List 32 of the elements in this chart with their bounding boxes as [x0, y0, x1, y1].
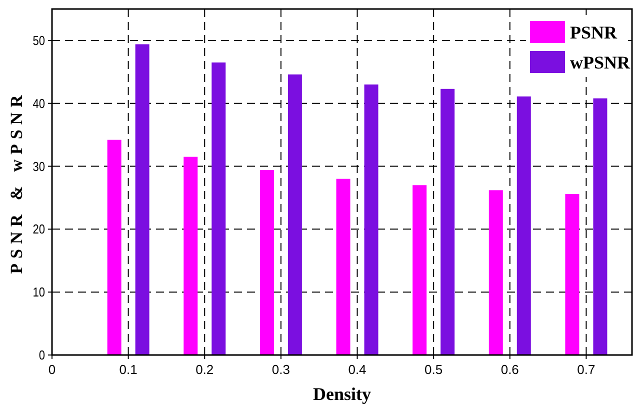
y-axis-title: PSNR & wPSNR	[7, 90, 26, 274]
bar	[364, 84, 378, 355]
bar	[412, 185, 427, 355]
x-tick-label: 0.6	[500, 362, 519, 377]
y-tick-label: 10	[32, 284, 46, 300]
x-tick-label: 0.5	[424, 362, 443, 377]
bar	[488, 190, 503, 355]
y-tick-label: 30	[32, 158, 46, 174]
bar	[440, 88, 455, 355]
bar	[336, 178, 350, 355]
bar	[135, 44, 150, 355]
bar	[184, 156, 198, 355]
bar	[212, 62, 226, 355]
bar	[260, 170, 274, 355]
bar	[565, 194, 580, 355]
bar	[107, 140, 122, 355]
y-tick-label: 0	[38, 348, 46, 363]
y-tick-label: 20	[32, 222, 46, 237]
legend-label: wPSNR	[570, 52, 632, 72]
x-axis-title: Density	[313, 384, 371, 404]
legend-label: PSNR	[570, 22, 618, 42]
x-tick-label: 0.3	[272, 362, 290, 377]
y-tick-label: 50	[32, 33, 46, 48]
x-tick-label: 0.7	[577, 362, 596, 377]
bar	[516, 96, 531, 355]
x-tick-label: 0.1	[119, 362, 138, 377]
x-tick-label: 0.4	[348, 362, 366, 377]
bar	[288, 74, 302, 355]
y-tick-label: 40	[32, 96, 46, 112]
bar	[593, 98, 608, 355]
x-tick-label: 0.2	[196, 362, 214, 377]
x-tick-label: 0	[48, 362, 56, 377]
